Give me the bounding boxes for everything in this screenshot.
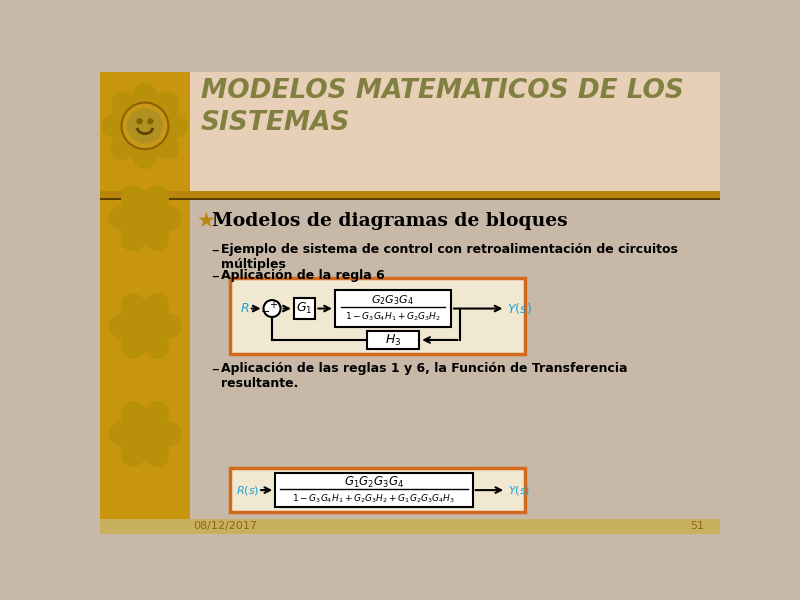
Bar bbox=[100, 518, 720, 534]
Text: $1-G_3G_4H_1+G_2G_3H_2$: $1-G_3G_4H_1+G_2G_3H_2$ bbox=[345, 311, 441, 323]
Text: –: – bbox=[211, 269, 218, 284]
Circle shape bbox=[127, 108, 163, 143]
Text: Modelos de diagramas de bloques: Modelos de diagramas de bloques bbox=[212, 212, 568, 230]
Text: MODELOS MATEMATICOS DE LOS
SISTEMAS: MODELOS MATEMATICOS DE LOS SISTEMAS bbox=[201, 78, 684, 136]
Bar bbox=[190, 200, 720, 518]
Text: –: – bbox=[211, 243, 218, 258]
Polygon shape bbox=[109, 186, 181, 251]
Bar bbox=[190, 72, 720, 191]
Bar bbox=[100, 72, 190, 534]
Text: –: – bbox=[211, 362, 218, 377]
Circle shape bbox=[263, 300, 281, 317]
Text: 08/12/2017: 08/12/2017 bbox=[193, 521, 257, 532]
Bar bbox=[275, 473, 473, 507]
Text: Aplicación de las reglas 1 y 6, la Función de Transferencia
resultante.: Aplicación de las reglas 1 y 6, la Funci… bbox=[221, 362, 627, 389]
Bar bbox=[366, 331, 419, 349]
Text: $1-G_3G_4H_1+G_2G_3H_2+G_1G_2G_3G_4H_3$: $1-G_3G_4H_1+G_2G_3H_2+G_1G_2G_3G_4H_3$ bbox=[293, 493, 455, 505]
Text: $G_1G_2G_3G_4$: $G_1G_2G_3G_4$ bbox=[344, 475, 404, 490]
Text: ★: ★ bbox=[197, 211, 216, 232]
Text: $R$: $R$ bbox=[239, 302, 249, 315]
Text: $Y(s)$: $Y(s)$ bbox=[507, 301, 532, 316]
Text: $G_1$: $G_1$ bbox=[296, 301, 313, 316]
Text: +: + bbox=[269, 299, 277, 310]
Bar bbox=[335, 290, 451, 327]
Bar bbox=[100, 191, 720, 197]
Bar bbox=[230, 278, 525, 354]
Text: −: − bbox=[261, 307, 270, 317]
Circle shape bbox=[147, 118, 154, 124]
Circle shape bbox=[122, 103, 168, 149]
Circle shape bbox=[137, 118, 142, 124]
Text: $R(s)$: $R(s)$ bbox=[237, 484, 260, 497]
Text: Aplicación de la regla 6: Aplicación de la regla 6 bbox=[221, 269, 385, 282]
Text: Ejemplo de sistema de control con retroalimentación de circuitos
múltiples: Ejemplo de sistema de control con retroa… bbox=[221, 243, 678, 271]
Text: $H_3$: $H_3$ bbox=[385, 332, 401, 347]
Text: $Y(s)$: $Y(s)$ bbox=[508, 484, 530, 497]
Bar bbox=[230, 468, 525, 512]
Text: $G_2G_3G_4$: $G_2G_3G_4$ bbox=[371, 293, 414, 307]
Bar bbox=[100, 197, 720, 200]
Polygon shape bbox=[109, 401, 181, 466]
Polygon shape bbox=[109, 294, 181, 358]
Polygon shape bbox=[102, 83, 188, 169]
Text: 51: 51 bbox=[690, 521, 705, 532]
Bar bbox=[294, 298, 315, 319]
